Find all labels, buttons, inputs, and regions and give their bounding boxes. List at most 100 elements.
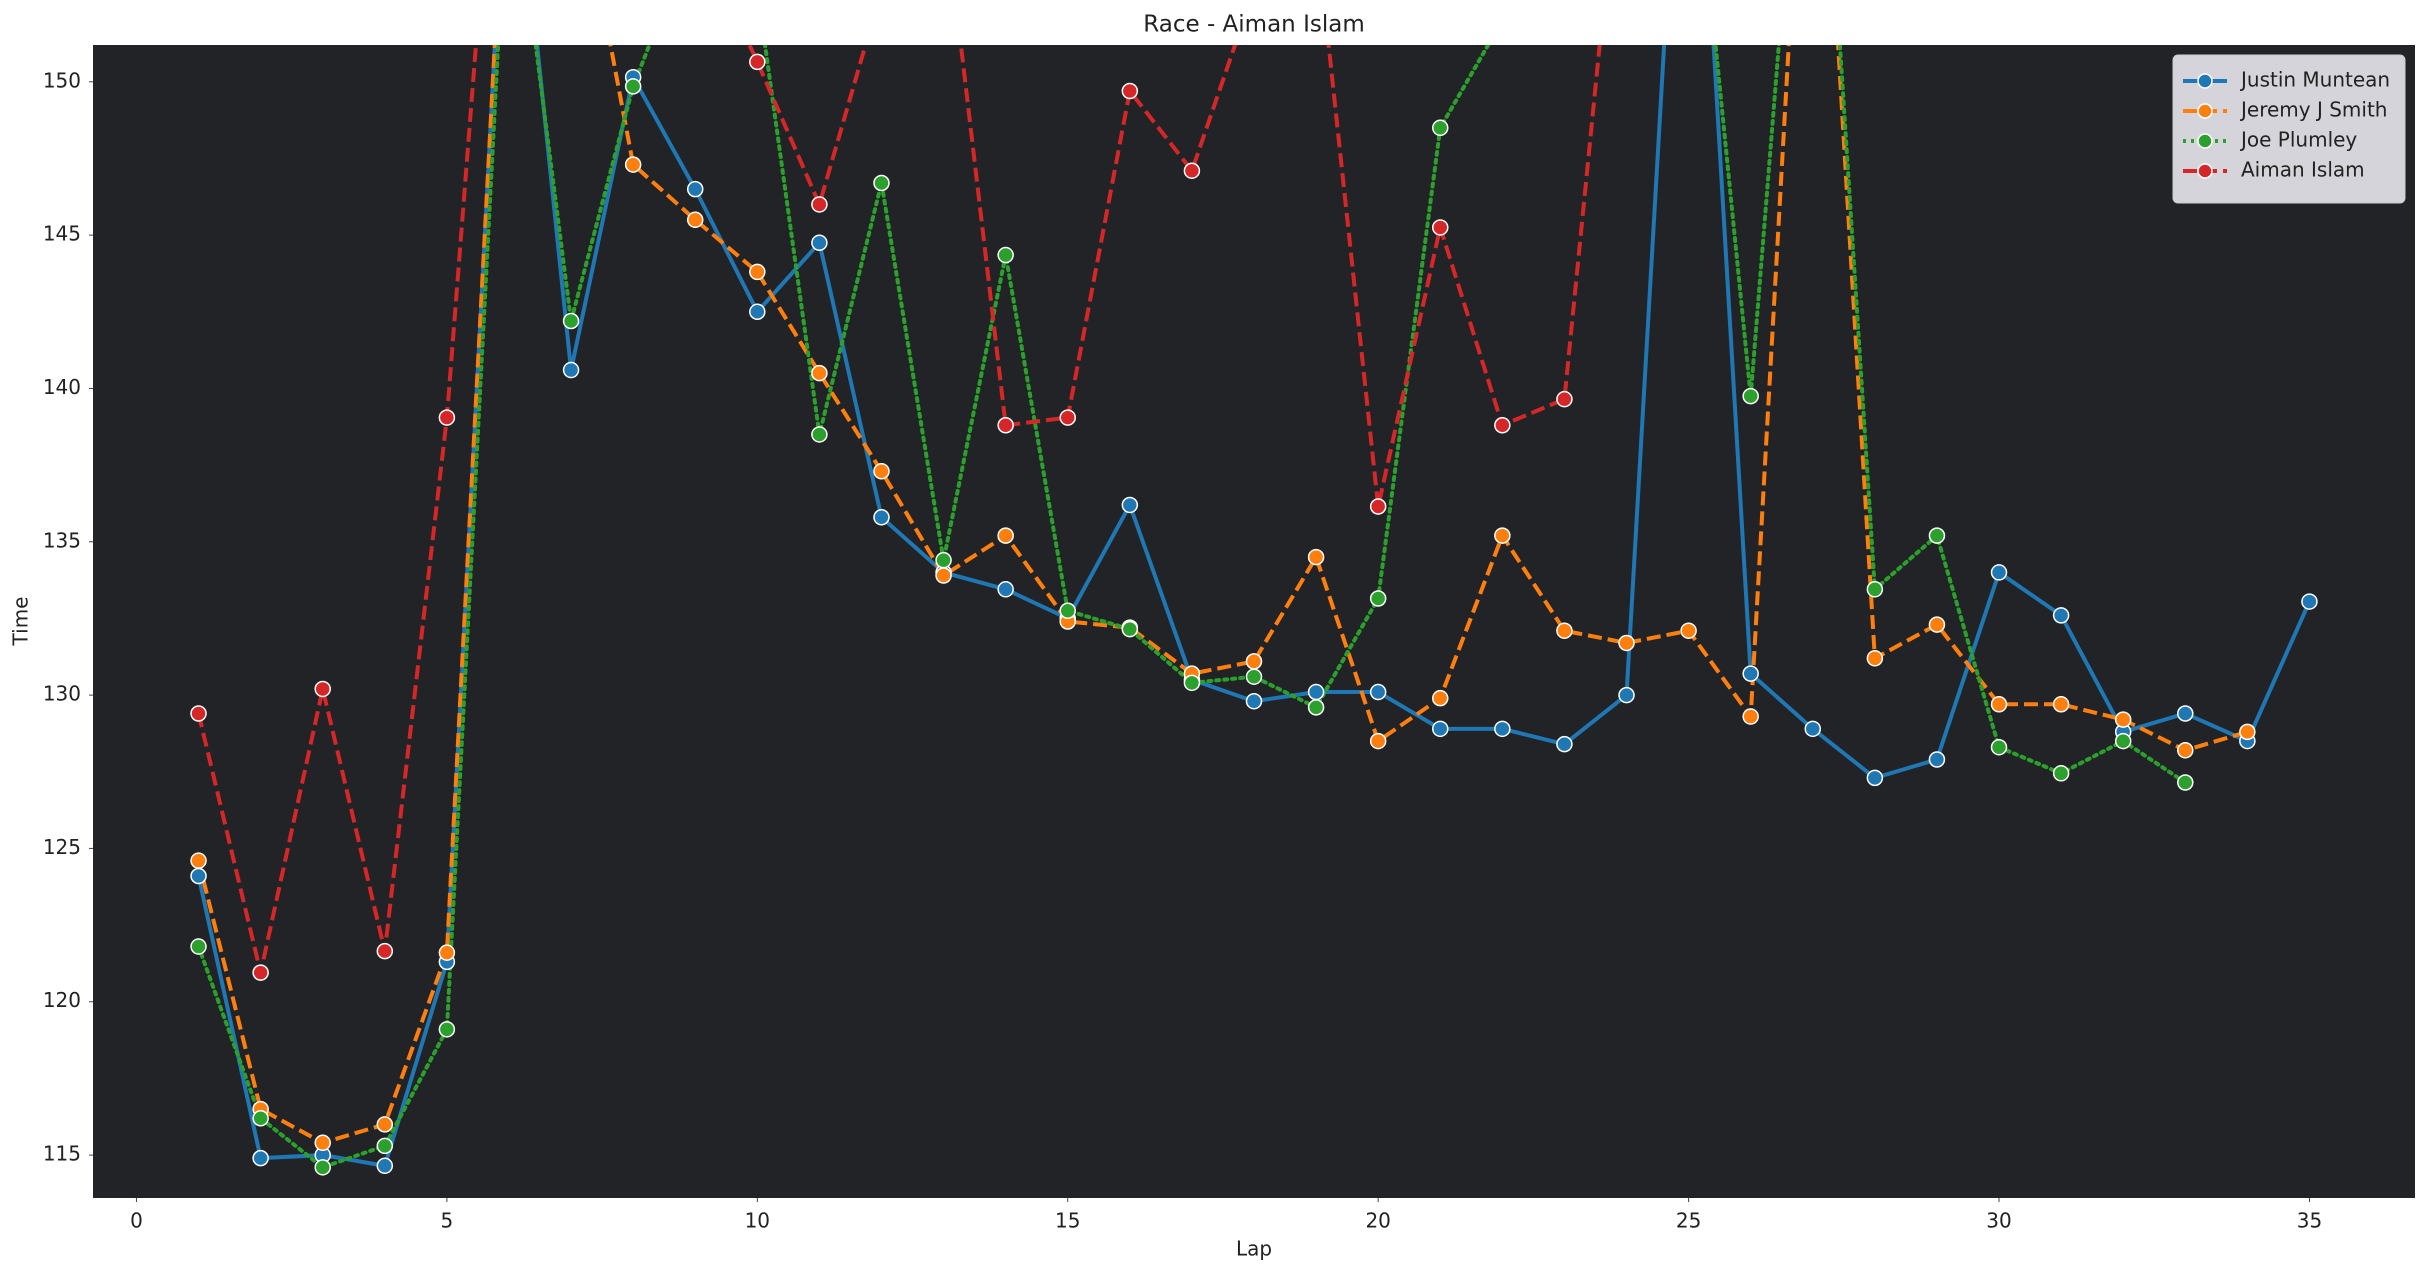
data-point: [811, 234, 828, 252]
data-point: [811, 364, 828, 382]
data-point: [2052, 765, 2070, 782]
data-point: [438, 944, 456, 961]
plot-content: [190, 45, 2318, 1176]
legend-label: Joe Plumley: [2239, 128, 2357, 152]
data-point: [1121, 620, 1139, 638]
data-point: [1742, 708, 1759, 725]
data-point: [2052, 696, 2070, 713]
data-point: [624, 156, 642, 173]
data-point: [252, 1110, 269, 1127]
data-point: [376, 942, 394, 960]
data-point: [1494, 720, 1511, 738]
y-tick-label: 115: [43, 1142, 81, 1166]
data-point: [2177, 742, 2194, 759]
data-point: [376, 1157, 394, 1175]
data-point: [1245, 653, 1263, 670]
series-line: [196, 45, 1602, 974]
data-point: [1742, 387, 1759, 405]
legend-label: Jeremy J Smith: [2239, 98, 2387, 122]
data-point: [1369, 590, 1387, 607]
data-point: [935, 567, 952, 584]
data-point: [811, 196, 828, 213]
data-point: [314, 1134, 331, 1152]
data-point: [1183, 674, 1201, 692]
data-point: [935, 551, 952, 569]
data-point: [314, 680, 331, 698]
data-point: [190, 705, 207, 722]
x-tick-label: 35: [2297, 1209, 2322, 1233]
data-point: [1680, 622, 1697, 639]
data-point: [1432, 219, 1449, 236]
data-point: [749, 263, 766, 281]
data-point: [252, 1149, 269, 1167]
data-point: [1742, 665, 1759, 682]
data-point: [1990, 564, 2008, 581]
x-tick-label: 0: [130, 1209, 143, 1233]
data-point: [252, 964, 269, 981]
data-point: [190, 852, 207, 869]
data-point: [314, 1159, 331, 1176]
legend-label: Justin Muntean: [2239, 68, 2390, 92]
y-tick-label: 120: [43, 988, 81, 1012]
data-point: [1059, 602, 1076, 620]
data-point: [1556, 735, 1573, 753]
legend-marker: [2197, 163, 2213, 179]
data-point: [749, 303, 766, 321]
data-point: [1990, 696, 2008, 713]
data-point: [438, 409, 456, 426]
data-point: [1307, 699, 1325, 716]
y-axis-label: Time: [9, 597, 33, 647]
data-point: [1245, 668, 1263, 685]
data-point: [1928, 616, 1946, 633]
data-point: [686, 180, 704, 198]
x-tick-label: 15: [1055, 1209, 1080, 1233]
data-point: [1245, 692, 1263, 710]
data-point: [1866, 769, 1884, 787]
y-tick-label: 140: [43, 375, 81, 399]
data-point: [2177, 774, 2194, 791]
data-point: [1307, 548, 1325, 566]
legend-label: Aiman Islam: [2241, 158, 2365, 182]
data-point: [1121, 82, 1139, 100]
data-point: [1369, 683, 1387, 701]
data-point: [1432, 119, 1449, 137]
data-point: [1866, 581, 1884, 598]
data-point: [1432, 720, 1449, 738]
data-point: [1183, 162, 1201, 179]
x-tick-label: 30: [1986, 1209, 2011, 1233]
x-tick-label: 20: [1365, 1209, 1390, 1233]
legend-marker: [2197, 103, 2213, 119]
data-point: [1866, 650, 1884, 667]
data-point: [1928, 751, 1946, 768]
data-point: [1432, 689, 1449, 707]
data-point: [2052, 607, 2070, 624]
x-tick-label: 10: [745, 1209, 770, 1233]
data-point: [1369, 498, 1387, 515]
data-point: [562, 361, 580, 379]
y-tick-label: 135: [43, 528, 81, 552]
legend-marker: [2197, 73, 2213, 89]
data-point: [997, 527, 1014, 544]
data-point: [2114, 711, 2132, 728]
data-point: [1494, 416, 1511, 434]
y-tick-label: 145: [43, 222, 81, 246]
data-point: [997, 416, 1014, 434]
data-point: [1556, 390, 1573, 408]
data-point: [811, 426, 828, 443]
y-tick-label: 125: [43, 835, 81, 859]
data-point: [1618, 634, 1635, 652]
x-tick-label: 5: [441, 1209, 454, 1233]
legend-box: [2172, 54, 2406, 204]
data-point: [1059, 409, 1076, 426]
y-tick-label: 150: [43, 68, 81, 92]
data-point: [1121, 496, 1139, 514]
data-point: [1556, 622, 1573, 639]
data-point: [2301, 593, 2318, 610]
data-point: [873, 508, 890, 526]
data-point: [190, 867, 207, 885]
data-point: [1928, 527, 1946, 544]
series-line: [196, 45, 2248, 1145]
data-point: [190, 938, 207, 955]
data-point: [749, 53, 766, 71]
